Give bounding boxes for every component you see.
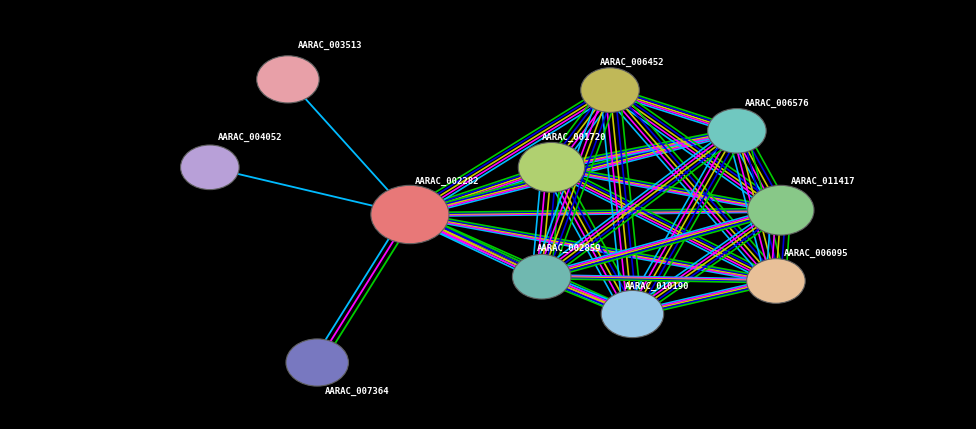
Ellipse shape [512,254,571,299]
Ellipse shape [181,145,239,190]
Ellipse shape [286,339,348,386]
Text: AARAC_010190: AARAC_010190 [625,281,689,291]
Text: AARAC_002282: AARAC_002282 [415,176,479,186]
Text: AARAC_006576: AARAC_006576 [745,98,809,108]
Ellipse shape [581,68,639,112]
Text: AARAC_003513: AARAC_003513 [298,41,362,51]
Ellipse shape [518,142,585,192]
Ellipse shape [708,109,766,153]
Ellipse shape [371,185,449,244]
Text: AARAC_006452: AARAC_006452 [600,57,665,67]
Text: AARAC_007364: AARAC_007364 [325,387,389,396]
Text: AARAC_004052: AARAC_004052 [218,133,282,142]
Ellipse shape [748,185,814,235]
Ellipse shape [257,56,319,103]
Text: AARAC_002859: AARAC_002859 [537,244,601,254]
Text: AARAC_006095: AARAC_006095 [784,248,848,258]
Text: AARAC_001720: AARAC_001720 [542,133,606,142]
Text: AARAC_011417: AARAC_011417 [791,176,855,186]
Ellipse shape [601,290,664,338]
Ellipse shape [747,259,805,303]
